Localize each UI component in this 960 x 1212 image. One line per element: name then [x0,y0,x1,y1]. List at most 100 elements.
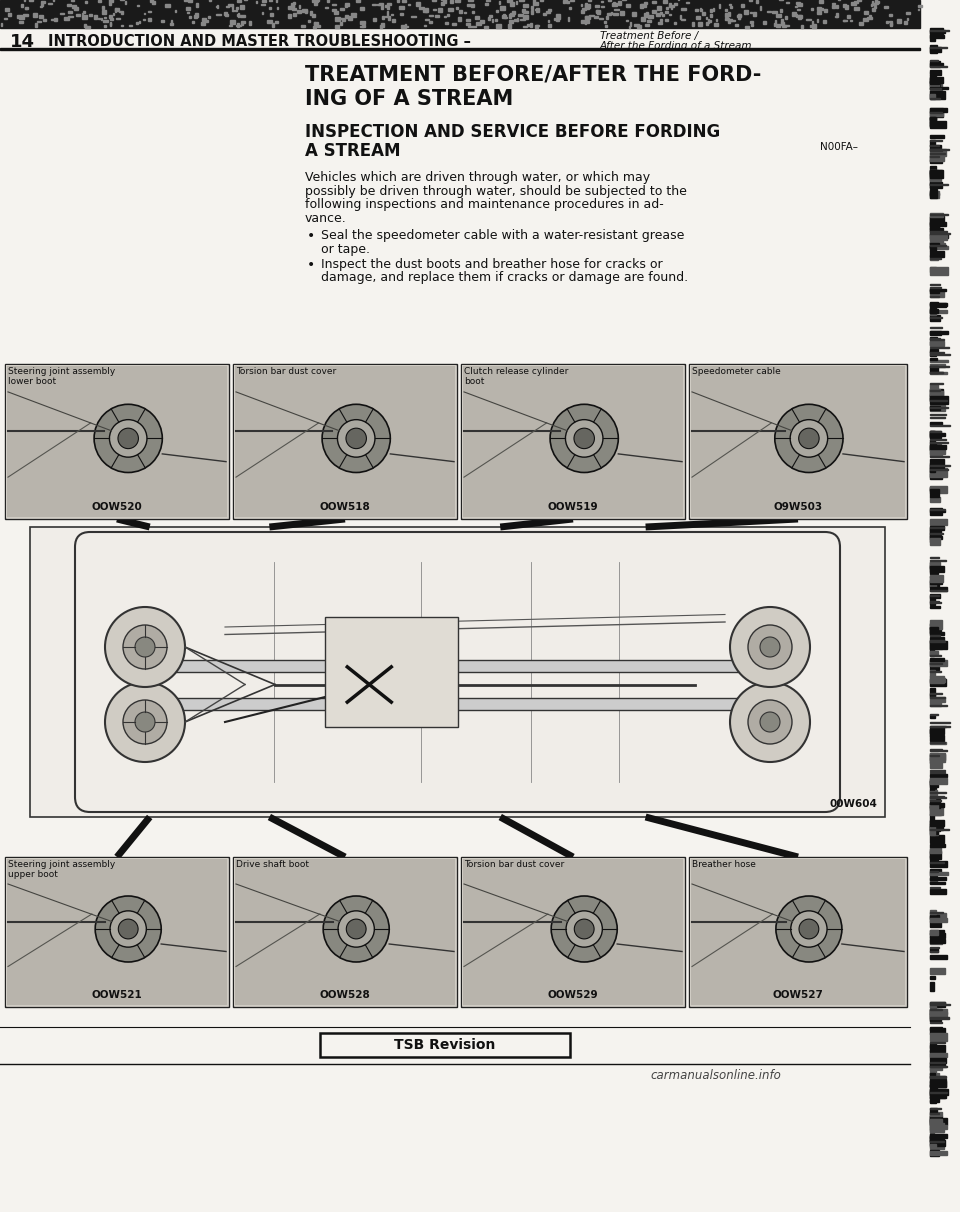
Bar [930,850,937,857]
Bar [930,734,944,741]
Bar [930,337,937,341]
Bar [400,13,403,16]
Bar [7,859,227,1005]
Bar [930,222,946,227]
Bar [689,364,907,519]
Bar [113,13,114,16]
Bar [405,24,406,28]
Bar [930,359,937,360]
Bar [930,648,934,656]
Bar [144,12,145,15]
Circle shape [110,911,146,947]
Bar [719,5,720,8]
Bar [930,773,948,777]
Bar [812,22,813,24]
Bar [930,1018,940,1021]
Bar [6,8,10,11]
Bar [930,1006,936,1008]
Bar [930,658,944,661]
Bar [823,21,826,23]
Bar [380,25,382,28]
Bar [930,801,941,808]
Bar [276,0,277,1]
Bar [516,18,518,21]
Bar [745,25,749,28]
Circle shape [347,919,366,939]
Bar [930,968,946,974]
Bar [640,17,645,21]
Bar [161,19,164,22]
Bar [930,790,937,796]
Bar [674,4,678,5]
Bar [930,781,936,789]
Bar [25,6,28,8]
Bar [930,1150,939,1155]
Bar [930,881,946,884]
Bar [94,15,97,18]
Bar [930,467,935,473]
Bar [738,16,740,18]
Bar [739,17,740,19]
Bar [498,1,500,4]
Bar [508,0,513,2]
Bar [660,12,662,15]
Bar [850,19,852,22]
Bar [424,24,425,27]
Bar [230,21,235,24]
Bar [859,22,863,25]
Bar [0,47,920,50]
Bar [74,6,76,8]
Text: OOW520: OOW520 [91,502,142,511]
Bar [385,6,388,7]
Bar [930,791,935,800]
Bar [737,13,740,16]
Bar [698,22,702,25]
Bar [930,579,939,587]
Bar [692,22,694,25]
Bar [702,12,706,15]
Bar [115,8,116,12]
Bar [918,8,919,10]
Bar [775,21,777,24]
Bar [523,25,527,27]
Bar [930,267,936,271]
Bar [930,124,934,126]
Bar [930,290,941,291]
Bar [148,18,151,21]
Bar [930,1073,935,1079]
Bar [930,1119,940,1127]
Bar [189,16,191,18]
Bar [930,155,944,161]
Bar [291,4,295,7]
Bar [930,661,948,667]
Text: Torsion bar dust cover: Torsion bar dust cover [464,861,564,869]
Bar [918,5,923,7]
Bar [261,4,266,5]
Bar [930,145,941,149]
Bar [872,4,876,6]
Bar [930,406,940,410]
Bar [714,23,718,25]
Bar [388,17,390,19]
Bar [930,155,942,161]
Bar [196,4,199,7]
Circle shape [791,911,828,947]
Bar [930,170,943,178]
Bar [72,5,76,8]
Bar [476,22,481,24]
Bar [930,754,945,760]
Bar [262,12,263,15]
Bar [930,1079,947,1087]
Text: OOW518: OOW518 [320,502,371,511]
Bar [930,742,946,744]
Text: carmanualsonline.info: carmanualsonline.info [650,1069,780,1082]
Bar [656,13,660,16]
Bar [83,16,86,19]
Bar [644,2,647,4]
Bar [930,139,935,145]
Bar [930,170,939,178]
Bar [817,7,822,10]
Bar [690,365,906,518]
Bar [930,1134,948,1138]
Bar [930,110,943,116]
